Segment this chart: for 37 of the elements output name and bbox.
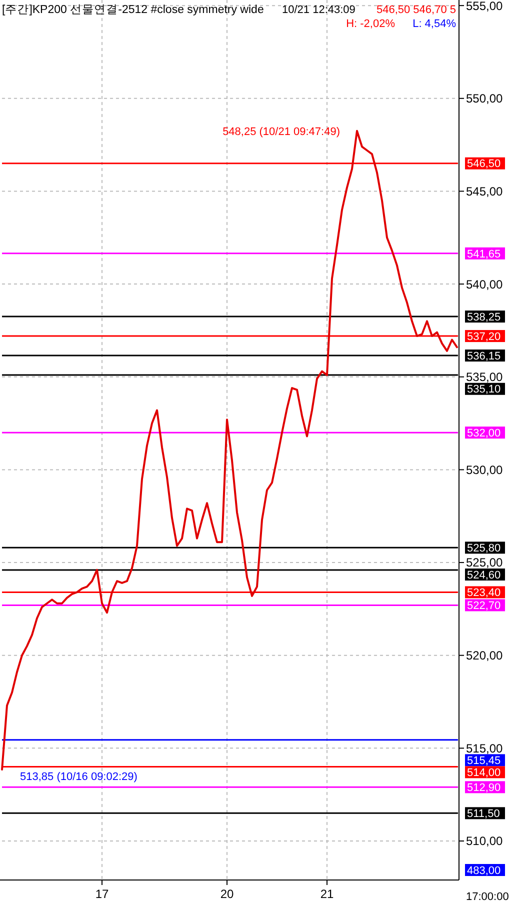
ref-line-label: 524,60	[467, 569, 501, 582]
ref-line-label: 536,15	[467, 350, 501, 362]
y-tick-label: 555,00	[466, 0, 504, 13]
ref-line-label: 512,90	[467, 782, 501, 794]
y-tick-label: 515,00	[466, 741, 504, 756]
ref-line-label: 538,25	[467, 311, 501, 324]
ref-line-label: 546,50	[467, 158, 501, 170]
ref-line-label: 532,00	[467, 427, 501, 440]
ref-line-label: 535,10	[467, 384, 501, 396]
x-tick-label: 21	[320, 887, 334, 901]
y-tick-label: 510,00	[466, 834, 504, 848]
y-tick-label: 520,00	[466, 648, 504, 663]
y-tick-label: 545,00	[466, 184, 504, 198]
y-tick-label: 535,00	[466, 370, 504, 384]
ref-line-label: 514,00	[467, 767, 501, 780]
ref-line-label: 523,40	[467, 587, 501, 600]
x-tick-label: 17	[95, 887, 109, 901]
text: 483,00	[467, 864, 501, 877]
annotation: L: 4,54%	[412, 18, 456, 30]
ref-line-label: 515,45	[467, 755, 501, 768]
y-tick-label: 530,00	[466, 462, 504, 477]
y-tick-label: 540,00	[466, 277, 504, 292]
chart-title: [주간]KP200 선물연결-2512 #close symmetry wide	[2, 4, 264, 16]
annotation: 10/21 12:43:09	[282, 4, 356, 16]
annotation: H: -2,02%	[346, 18, 396, 30]
annotation: 546,50 546,70 5	[376, 4, 456, 16]
ref-line-label: 522,70	[467, 600, 501, 612]
y-tick-label: 550,00	[466, 92, 504, 106]
ref-line-label: 537,20	[467, 330, 501, 343]
ref-line-label: 525,80	[467, 542, 501, 555]
text: 17:00:00	[466, 891, 509, 903]
annotation: 513,85 (10/16 09:02:29)	[20, 770, 138, 783]
ref-line-label: 541,65	[467, 248, 501, 260]
annotation: 548,25 (10/21 09:47:49)	[222, 126, 340, 138]
y-tick-label: 525,00	[466, 556, 504, 570]
ref-line-label: 511,50	[467, 808, 500, 820]
x-tick-label: 20	[220, 887, 234, 901]
